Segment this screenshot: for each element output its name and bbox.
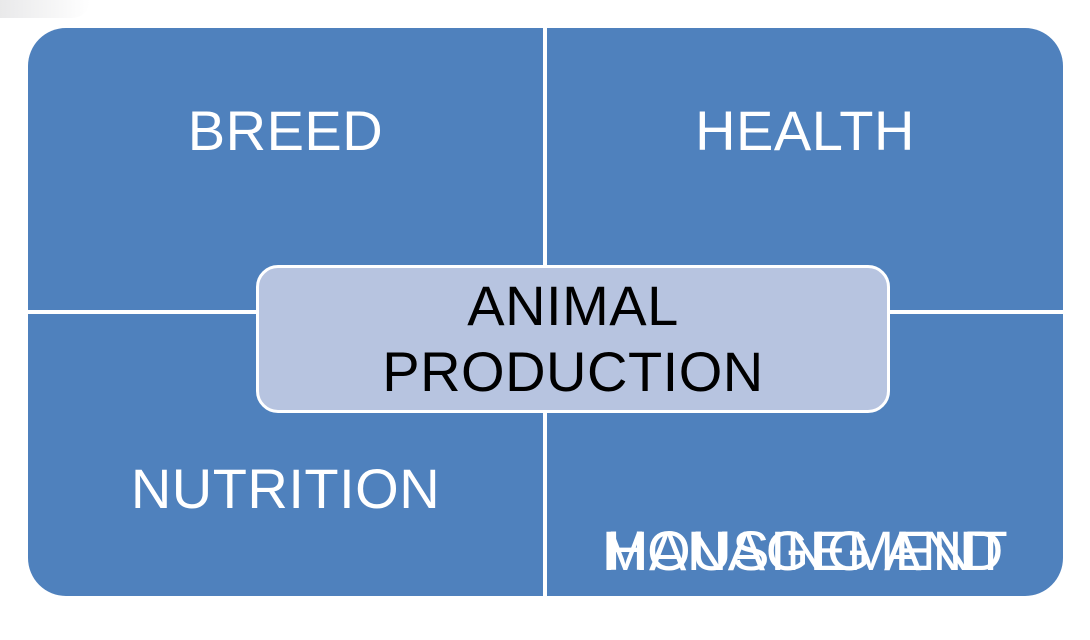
center-label-line2: PRODUCTION [382,340,764,403]
center-animal-production-box: ANIMAL PRODUCTION [256,265,890,413]
quadrant-health-label: HEALTH [695,99,915,162]
corner-shadow [0,0,90,18]
quadrant-housing-line1: HOUSING AND [606,519,1004,582]
quadrant-nutrition-label: NUTRITION [130,457,441,520]
center-label: ANIMAL PRODUCTION [382,273,763,405]
quadrant-housing-line2: MANAGEMENT [601,519,1009,582]
quadrant-health: HEALTH [547,28,1063,310]
quadrant-breed: BREED [28,28,543,310]
center-label-line1: ANIMAL [467,274,679,337]
animal-production-diagram: BREED HEALTH NUTRITION HOUSING AND MANAG… [28,28,1063,596]
quadrant-breed-label: BREED [187,99,384,162]
